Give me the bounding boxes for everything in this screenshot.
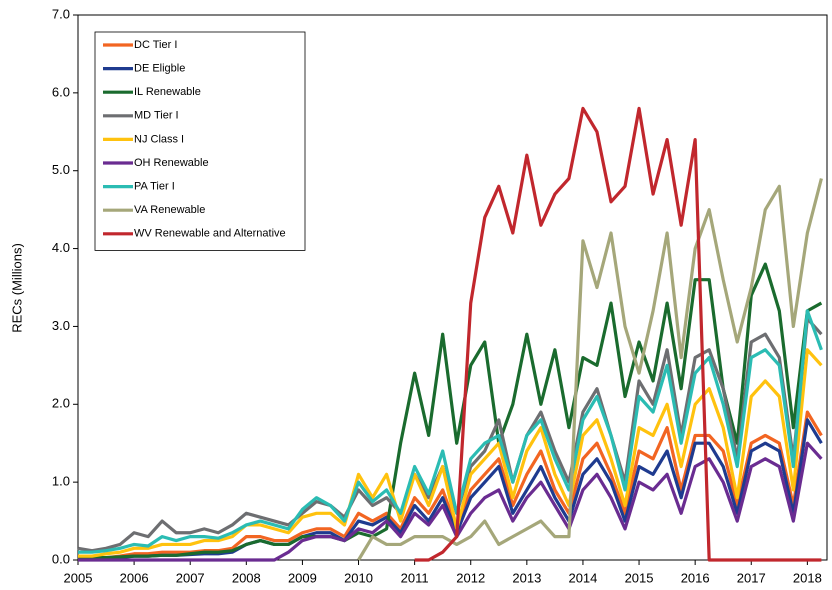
- series-line: [78, 262, 823, 560]
- series-line: [78, 441, 823, 562]
- x-tick-label: 2012: [456, 570, 485, 585]
- legend-box: [94, 31, 306, 251]
- y-tick-label: 4.0: [52, 240, 70, 255]
- x-tick-label: 2016: [681, 570, 710, 585]
- x-tick-label: 2005: [64, 570, 93, 585]
- x-tick-label: 2007: [176, 570, 205, 585]
- series-line: [77, 317, 823, 553]
- x-tick-label: 2010: [344, 570, 373, 585]
- series-line: [78, 309, 823, 554]
- y-tick-label: 0.0: [52, 551, 70, 566]
- legend-label: MD Tier I: [134, 110, 179, 122]
- y-tick-label: 2.0: [52, 396, 70, 411]
- x-tick-label: 2009: [288, 570, 317, 585]
- plot-frame: [77, 14, 828, 561]
- legend-label: VA Renewable: [134, 204, 205, 216]
- x-tick-label: 2006: [120, 570, 149, 585]
- y-tick-label: 1.0: [52, 474, 70, 489]
- y-tick-label: 7.0: [52, 6, 70, 21]
- legend-label: DE Eligble: [134, 63, 185, 75]
- x-tick-label: 2018: [793, 570, 822, 585]
- x-tick-label: 2017: [737, 570, 766, 585]
- series-line: [78, 348, 823, 558]
- x-tick-label: 2011: [401, 570, 429, 585]
- x-tick-label: 2014: [568, 570, 597, 585]
- y-axis-label: RECs (Millions): [9, 243, 24, 333]
- series-line: [414, 106, 822, 562]
- legend-label: OH Renewable: [134, 157, 209, 169]
- legend-label: WV Renewable and Alternative: [134, 228, 286, 240]
- legend-label: DC Tier I: [134, 39, 177, 51]
- legend-label: IL Renewable: [134, 86, 201, 98]
- legend-label: PA Tier I: [134, 181, 175, 193]
- x-tick-label: 2013: [512, 570, 541, 585]
- series-line: [357, 178, 823, 561]
- y-tick-label: 5.0: [52, 162, 70, 177]
- x-tick-label: 2015: [625, 570, 654, 585]
- legend-label: NJ Class I: [134, 133, 184, 145]
- y-tick-label: 3.0: [52, 318, 70, 333]
- x-tick-label: 2008: [232, 570, 261, 585]
- legend: DC Tier I DE Eligble IL Renewable MD Tier I…: [94, 31, 306, 251]
- y-tick-label: 6.0: [52, 84, 70, 99]
